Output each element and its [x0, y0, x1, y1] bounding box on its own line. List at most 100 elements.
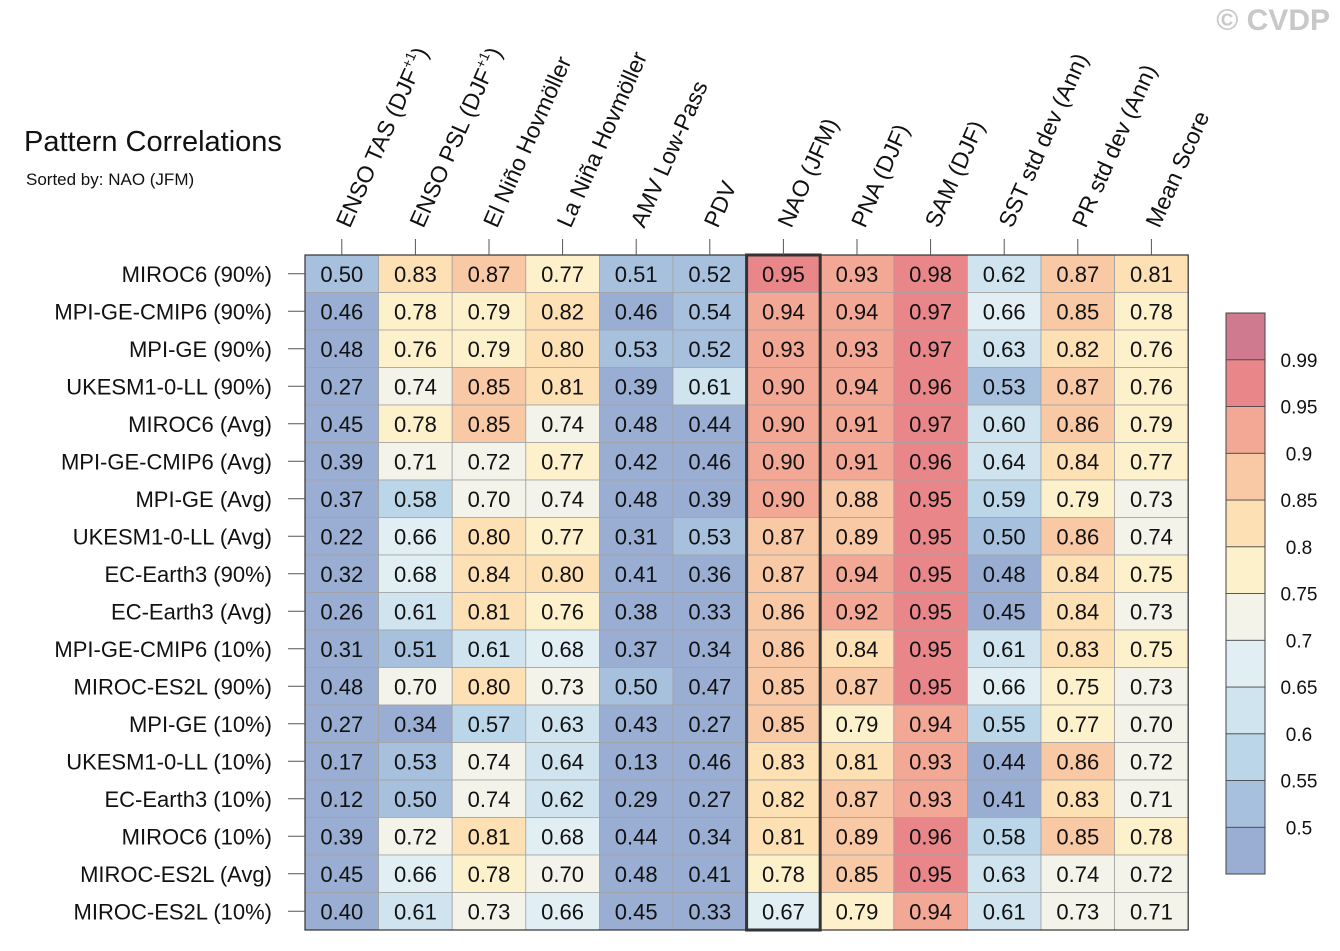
cell-value: 0.80 [468, 524, 511, 549]
cell-value: 0.32 [320, 562, 363, 587]
cell-value: 0.94 [836, 562, 879, 587]
cell-value: 0.76 [541, 599, 584, 624]
row-label: MIROC6 (Avg) [128, 412, 272, 437]
cell-value: 0.90 [762, 449, 805, 474]
cell-value: 0.95 [909, 562, 952, 587]
colorbar-tick-label: 0.65 [1281, 678, 1318, 699]
cell-value: 0.78 [1130, 299, 1173, 324]
heatmap-cell [967, 629, 1042, 668]
cell-value: 0.22 [320, 524, 363, 549]
heatmap-cell [451, 329, 527, 368]
heatmap-cell [378, 592, 453, 631]
row-label: MPI-GE (90%) [129, 337, 272, 362]
heatmap-cell [1040, 254, 1115, 293]
heatmap-cell [672, 592, 747, 631]
cell-value: 0.75 [1056, 674, 1099, 699]
cell-value: 0.31 [615, 524, 658, 549]
cell-value: 0.46 [688, 449, 731, 474]
cell-value: 0.26 [320, 599, 363, 624]
cell-value: 0.97 [909, 412, 952, 437]
cell-value: 0.41 [615, 562, 658, 587]
cell-value: 0.84 [836, 637, 879, 662]
row-label: UKESM1-0-LL (Avg) [73, 524, 272, 549]
cell-value: 0.48 [615, 412, 658, 437]
cell-value: 0.87 [836, 787, 879, 812]
heatmap-cell [672, 292, 747, 331]
cell-value: 0.95 [909, 599, 952, 624]
cell-value: 0.94 [909, 712, 952, 737]
cell-value: 0.72 [1130, 749, 1173, 774]
heatmap-cell [599, 479, 674, 518]
cell-value: 0.83 [1056, 787, 1099, 812]
heatmap-cell [967, 367, 1042, 406]
cell-value: 0.77 [541, 524, 584, 549]
heatmap-cell [525, 517, 600, 556]
heatmap-cell [672, 479, 747, 518]
cell-value: 0.75 [1130, 637, 1173, 662]
cell-value: 0.27 [320, 374, 363, 399]
heatmap-cell [893, 629, 968, 668]
heatmap-cell [304, 817, 379, 856]
heatmap-cell [967, 892, 1042, 931]
heatmap-cell [599, 704, 674, 743]
cell-value: 0.70 [468, 487, 511, 512]
cell-value: 0.79 [836, 899, 879, 924]
cell-value: 0.95 [909, 674, 952, 699]
heatmap-cell [1114, 554, 1189, 593]
heatmap-cell [525, 817, 600, 856]
cell-value: 0.66 [541, 899, 584, 924]
cell-value: 0.87 [468, 262, 511, 287]
colorbar-swatch [1225, 406, 1266, 454]
cell-value: 0.83 [394, 262, 437, 287]
cell-value: 0.79 [468, 299, 511, 324]
cell-value: 0.51 [615, 262, 658, 287]
cell-value: 0.76 [394, 337, 437, 362]
cell-value: 0.81 [468, 824, 511, 849]
cell-value: 0.74 [541, 487, 584, 512]
cell-value: 0.77 [541, 262, 584, 287]
colorbar-swatch [1225, 546, 1266, 594]
cell-value: 0.61 [394, 899, 437, 924]
cell-value: 0.27 [688, 787, 731, 812]
cell-value: 0.43 [615, 712, 658, 737]
cell-value: 0.78 [1130, 824, 1173, 849]
heatmap-cell [672, 442, 747, 481]
column-label: PDV [699, 177, 742, 231]
column-label: PNA (DJF) [846, 120, 914, 231]
colorbar-tick-label: 0.95 [1281, 398, 1318, 419]
cell-value: 0.39 [320, 824, 363, 849]
heatmap-cell [378, 704, 453, 743]
cell-value: 0.78 [394, 299, 437, 324]
row-label: MPI-GE-CMIP6 (90%) [54, 299, 272, 324]
heatmap-cell [304, 329, 379, 368]
heatmap-cell [1114, 517, 1189, 556]
heatmap-cell [746, 667, 821, 706]
heatmap-cell [967, 854, 1042, 893]
cell-value: 0.95 [909, 862, 952, 887]
column-label-text: SAM (DJF) [919, 117, 989, 231]
cell-value: 0.76 [1130, 374, 1173, 399]
heatmap-cell [746, 629, 821, 668]
cell-value: 0.89 [836, 524, 879, 549]
heatmap-cell [819, 404, 895, 443]
heatmap-cell [746, 779, 821, 818]
heatmap-cell [893, 779, 968, 818]
cell-value: 0.80 [541, 562, 584, 587]
heatmap-cell [1040, 704, 1115, 743]
cell-value: 0.74 [468, 787, 511, 812]
cell-value: 0.96 [909, 824, 952, 849]
heatmap-cell [893, 329, 968, 368]
heatmap-cell [893, 479, 968, 518]
cell-value: 0.55 [983, 712, 1026, 737]
cell-value: 0.71 [1130, 899, 1173, 924]
cell-value: 0.85 [762, 674, 805, 699]
cell-value: 0.50 [983, 524, 1026, 549]
cell-value: 0.74 [394, 374, 437, 399]
colorbar-tick-label: 0.7 [1286, 631, 1312, 652]
cell-value: 0.79 [1130, 412, 1173, 437]
cell-value: 0.37 [615, 637, 658, 662]
heatmap-cell [525, 479, 600, 518]
heatmap-cell [967, 779, 1042, 818]
heatmap-cell [1114, 892, 1189, 931]
cell-value: 0.94 [836, 374, 879, 399]
